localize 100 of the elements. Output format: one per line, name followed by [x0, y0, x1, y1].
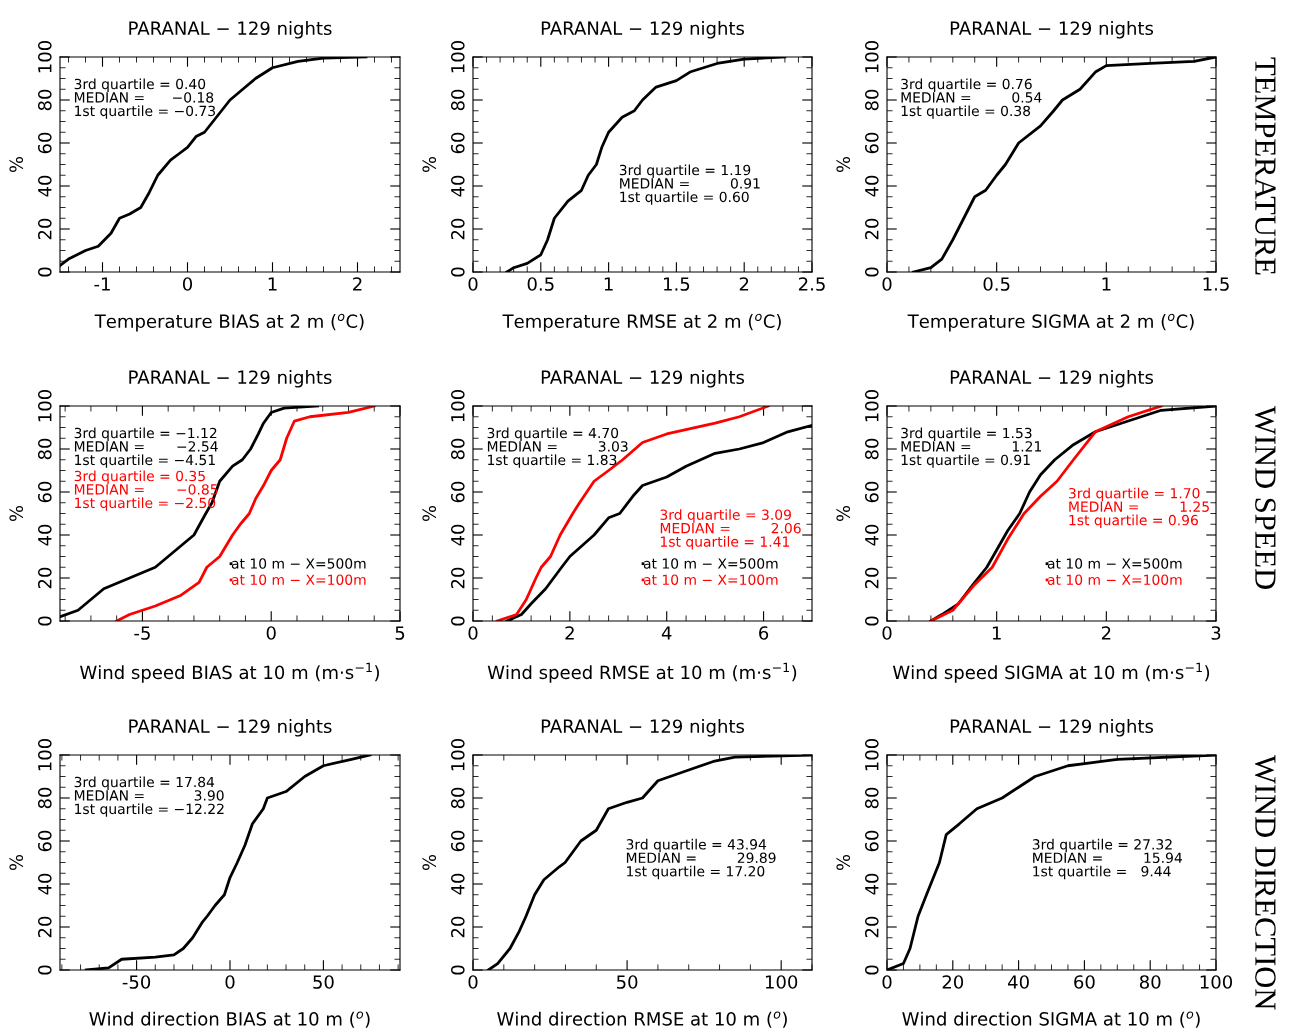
x-axis-title: Wind speed RMSE at 10 m (m·s$^{−1}$) — [487, 662, 797, 683]
y-tick-label: 100 — [864, 40, 879, 73]
x-tick-label: 0 — [468, 975, 478, 989]
y-tick-label: 40 — [37, 524, 52, 546]
legend-label: at 10 m − X=500m — [1047, 558, 1182, 569]
chart-title: PARANAL − 129 nights — [129, 370, 332, 388]
text: WIND SPEED — [1254, 406, 1276, 589]
annotation: 3rd quartile = −1.12 MEDIAN = −2.54 1st quartile = −4.51 — [74, 427, 218, 468]
y-tick-label: 20 — [450, 218, 465, 240]
x-axis-title: Temperature BIAS at 2 m ($^{o}$C) — [94, 313, 364, 332]
x-tick-label: -50 — [122, 975, 151, 989]
y-tick-label: 0 — [450, 965, 465, 975]
legend-label: at 10 m − X=100m — [231, 574, 366, 585]
x-axis-title: Temperature RMSE at 2 m ($^{o}$C) — [502, 313, 781, 332]
x-tick-label: 20 — [942, 975, 964, 989]
x-tick-label: 0 — [882, 975, 892, 989]
annotation: 3rd quartile = 27.32 MEDIAN = 15.94 1st quartile = 9.44 — [1032, 838, 1182, 880]
chart-title: PARANAL − 129 nights — [950, 21, 1154, 39]
x-tick-label: 50 — [617, 975, 638, 989]
text: WIND DIRECTION — [1254, 755, 1276, 1010]
y-axis-title: % — [9, 854, 24, 871]
y-tick-label: 80 — [450, 438, 465, 460]
chart-title: PARANAL − 129 nights — [950, 370, 1154, 388]
x-tick-label: 2 — [739, 277, 749, 291]
y-tick-label: 100 — [450, 40, 465, 73]
x-tick-label: -1 — [94, 277, 110, 291]
chart-title: PARANAL − 129 nights — [541, 370, 745, 388]
chart-title: PARANAL − 129 nights — [129, 21, 332, 39]
y-tick-label: 100 — [450, 738, 465, 771]
x-tick-label: 4 — [661, 626, 672, 640]
y-tick-label: 20 — [37, 916, 52, 938]
y-tick-label: 100 — [37, 40, 52, 73]
y-axis-title: % — [836, 156, 851, 173]
y-tick-label: 80 — [37, 89, 52, 111]
annotation: 3rd quartile = 43.94 MEDIAN = 29.89 1st quartile = 17.20 — [626, 838, 776, 880]
x-axis-title: Wind speed BIAS at 10 m (m·s$^{−1}$) — [80, 662, 379, 683]
annotation: 3rd quartile = 1.53 MEDIAN = 1.21 1st quartile = 0.91 — [901, 427, 1042, 468]
x-axis-title: Wind speed SIGMA at 10 m (m·s$^{−1}$) — [892, 662, 1210, 683]
y-axis-title: % — [422, 854, 437, 871]
y-tick-label: 100 — [864, 738, 879, 771]
y-axis-title: % — [836, 505, 851, 522]
annotation: 3rd quartile = 4.70 MEDIAN = 3.03 1st quartile = 1.83 — [487, 427, 628, 468]
annotation: 3rd quartile = 0.40 MEDIAN = −0.18 1st quartile = −0.73 — [74, 78, 215, 119]
y-tick-label: 20 — [864, 567, 879, 589]
x-tick-label: 100 — [1200, 975, 1233, 989]
x-tick-label: 2 — [565, 626, 574, 640]
x-tick-label: 80 — [1139, 975, 1161, 989]
y-tick-label: 60 — [37, 481, 52, 503]
y-tick-label: 60 — [37, 132, 52, 154]
x-tick-label: 0 — [468, 626, 478, 640]
y-tick-label: 40 — [864, 524, 879, 546]
x-tick-label: 2 — [1101, 626, 1111, 640]
x-tick-label: 60 — [1074, 975, 1095, 989]
chart-title: PARANAL − 129 nights — [541, 21, 745, 39]
y-axis-title: % — [422, 505, 437, 522]
y-tick-label: 100 — [864, 389, 879, 422]
x-tick-label: 0 — [882, 277, 892, 291]
y-tick-label: 80 — [450, 787, 465, 809]
text: TEMPERATURE — [1255, 57, 1276, 275]
x-tick-label: 1 — [1102, 277, 1111, 291]
x-tick-label: 0 — [182, 277, 193, 291]
x-axis-title: Wind direction SIGMA at 10 m ($^{o}$) — [902, 1011, 1200, 1028]
x-tick-label: 0.5 — [527, 277, 554, 291]
y-tick-label: 40 — [37, 873, 52, 895]
x-tick-label: 2 — [353, 277, 362, 291]
x-tick-label: 1 — [992, 626, 1001, 640]
x-tick-label: 1 — [604, 277, 613, 291]
y-tick-label: 60 — [864, 830, 879, 852]
annotation: 3rd quartile = 0.76 MEDIAN = 0.54 1st quartile = 0.38 — [901, 78, 1042, 119]
x-tick-label: 0 — [468, 277, 478, 291]
x-tick-label: 1.5 — [1203, 277, 1229, 291]
y-tick-label: 100 — [37, 738, 52, 771]
x-tick-label: 0 — [266, 626, 276, 640]
y-tick-label: 80 — [864, 787, 879, 809]
y-tick-label: 40 — [37, 175, 52, 197]
y-tick-label: 80 — [37, 438, 52, 460]
y-tick-label: 40 — [864, 873, 879, 895]
y-tick-label: 20 — [864, 916, 879, 938]
y-tick-label: 100 — [450, 389, 465, 422]
chart-title: PARANAL − 129 nights — [950, 719, 1154, 737]
y-tick-label: 80 — [864, 438, 879, 460]
y-axis-title: % — [836, 854, 851, 871]
legend-label: at 10 m − X=100m — [643, 574, 778, 585]
y-tick-label: 0 — [864, 965, 879, 975]
x-tick-label: 100 — [765, 975, 798, 989]
chart-title: PARANAL − 129 nights — [541, 719, 745, 737]
x-tick-label: -5 — [134, 626, 150, 640]
annotation: 3rd quartile = 1.70 MEDIAN = 1.25 1st quartile = 0.96 — [1069, 487, 1209, 529]
legend-label: at 10 m − X=500m — [643, 558, 778, 569]
y-tick-label: 40 — [864, 175, 879, 197]
x-tick-label: 2.5 — [798, 277, 825, 291]
y-tick-label: 40 — [450, 873, 465, 895]
legend-label: at 10 m − X=100m — [1047, 574, 1182, 585]
x-tick-label: 0 — [882, 626, 892, 640]
y-tick-label: 0 — [37, 965, 52, 975]
chart-title: PARANAL − 129 nights — [129, 719, 332, 737]
x-axis-title: Temperature SIGMA at 2 m ($^{o}$C) — [907, 313, 1194, 332]
y-tick-label: 60 — [450, 481, 465, 503]
y-tick-label: 60 — [450, 830, 465, 852]
y-tick-label: 20 — [450, 567, 465, 589]
